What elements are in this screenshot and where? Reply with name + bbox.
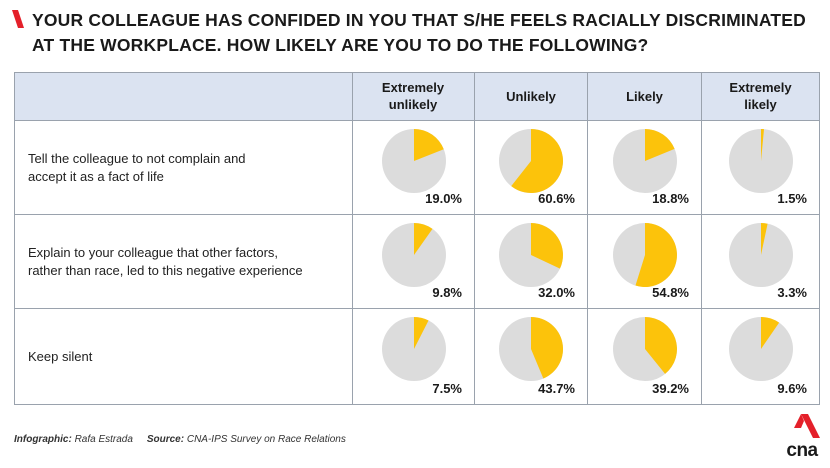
cna-logo-icon — [794, 414, 820, 438]
column-divider — [352, 72, 353, 405]
pie-chart — [499, 317, 563, 381]
column-header-extremely-likely: Extremely likely — [702, 72, 819, 120]
pie-cell: 18.8% — [588, 121, 701, 214]
pie-cell: 7.5% — [353, 309, 474, 404]
pie-chart — [382, 223, 446, 287]
footer-credits: Infographic: Rafa Estrada Source: CNA-IP… — [14, 434, 346, 445]
pie-chart — [729, 129, 793, 193]
row-divider — [14, 214, 820, 215]
pie-slice — [761, 129, 765, 161]
pie-value-label: 43.7% — [538, 381, 575, 396]
pie-cell: 60.6% — [475, 121, 587, 214]
column-divider — [587, 72, 588, 405]
pie-chart — [729, 223, 793, 287]
cna-logo-text: cna — [786, 440, 818, 461]
pie-cell: 32.0% — [475, 215, 587, 308]
pie-slice — [531, 223, 563, 269]
column-divider — [819, 72, 820, 405]
pie-slice — [531, 317, 563, 379]
pie-chart — [499, 223, 563, 287]
table-header — [14, 72, 820, 120]
pie-value-label: 9.6% — [777, 381, 807, 396]
infographic-credit: Rafa Estrada — [74, 434, 133, 445]
chart-title-line-2: AT THE WORKPLACE. HOW LIKELY ARE YOU TO … — [32, 35, 649, 55]
pie-chart — [729, 317, 793, 381]
table-border-bottom — [14, 404, 820, 405]
infographic-label: Infographic: — [14, 434, 72, 445]
column-header-label: Extremely unlikely — [381, 80, 445, 112]
title-accent-mark — [12, 10, 24, 28]
table-border-top — [14, 72, 820, 73]
pie-value-label: 3.3% — [777, 285, 807, 300]
source-credit: CNA-IPS Survey on Race Relations — [186, 434, 346, 445]
row-label-keep-silent: Keep silent — [28, 349, 93, 364]
pie-cell: 39.2% — [588, 309, 701, 404]
row-label-explain-other-factors: Explain to your colleague that other fac… — [28, 245, 303, 278]
pie-slice — [645, 317, 677, 374]
pie-chart — [499, 129, 563, 193]
column-divider — [701, 72, 702, 405]
column-header-label: Extremely likely — [729, 80, 792, 112]
pie-chart — [613, 317, 677, 381]
pie-chart — [613, 129, 677, 193]
pie-chart — [382, 129, 446, 193]
column-divider — [474, 72, 475, 405]
column-header-extremely-unlikely: Extremely unlikely — [353, 72, 473, 120]
pie-slice — [761, 317, 780, 349]
pie-slice — [645, 129, 675, 161]
pie-cell: 9.6% — [702, 309, 819, 404]
column-header-unlikely: Unlikely — [475, 72, 587, 120]
survey-pie-table: Extremely unlikely Unlikely Likely Extrem… — [14, 72, 820, 405]
chart-title-line-1: YOUR COLLEAGUE HAS CONFIDED IN YOU THAT … — [32, 10, 806, 30]
pie-slice — [635, 223, 677, 287]
pie-value-label: 18.8% — [652, 191, 689, 206]
pie-cell: 19.0% — [353, 121, 474, 214]
pie-value-label: 54.8% — [652, 285, 689, 300]
row-label-not-complain: Tell the colleague to not complain and ac… — [28, 151, 246, 184]
pie-slice — [414, 129, 444, 161]
column-header-likely: Likely — [588, 72, 701, 120]
pie-cell: 54.8% — [588, 215, 701, 308]
header-divider — [14, 120, 820, 121]
source-label: Source: — [146, 434, 185, 445]
pie-cell: 9.8% — [353, 215, 474, 308]
pie-cell: 43.7% — [475, 309, 587, 404]
pie-value-label: 7.5% — [432, 381, 462, 396]
pie-slice — [414, 223, 433, 255]
pie-slice — [414, 317, 429, 349]
pie-value-label: 9.8% — [432, 285, 462, 300]
pie-value-label: 19.0% — [425, 191, 462, 206]
pie-cell: 3.3% — [702, 215, 819, 308]
row-divider — [14, 308, 820, 309]
column-header-label: Likely — [626, 88, 663, 104]
column-divider — [14, 72, 15, 405]
pie-slice — [511, 129, 563, 193]
pie-chart — [613, 223, 677, 287]
pie-value-label: 39.2% — [652, 381, 689, 396]
pie-value-label: 32.0% — [538, 285, 575, 300]
pie-value-label: 60.6% — [538, 191, 575, 206]
pie-slice — [761, 223, 768, 255]
pie-cell: 1.5% — [702, 121, 819, 214]
pie-chart — [382, 317, 446, 381]
pie-value-label: 1.5% — [777, 191, 807, 206]
column-header-label: Unlikely — [506, 88, 556, 104]
